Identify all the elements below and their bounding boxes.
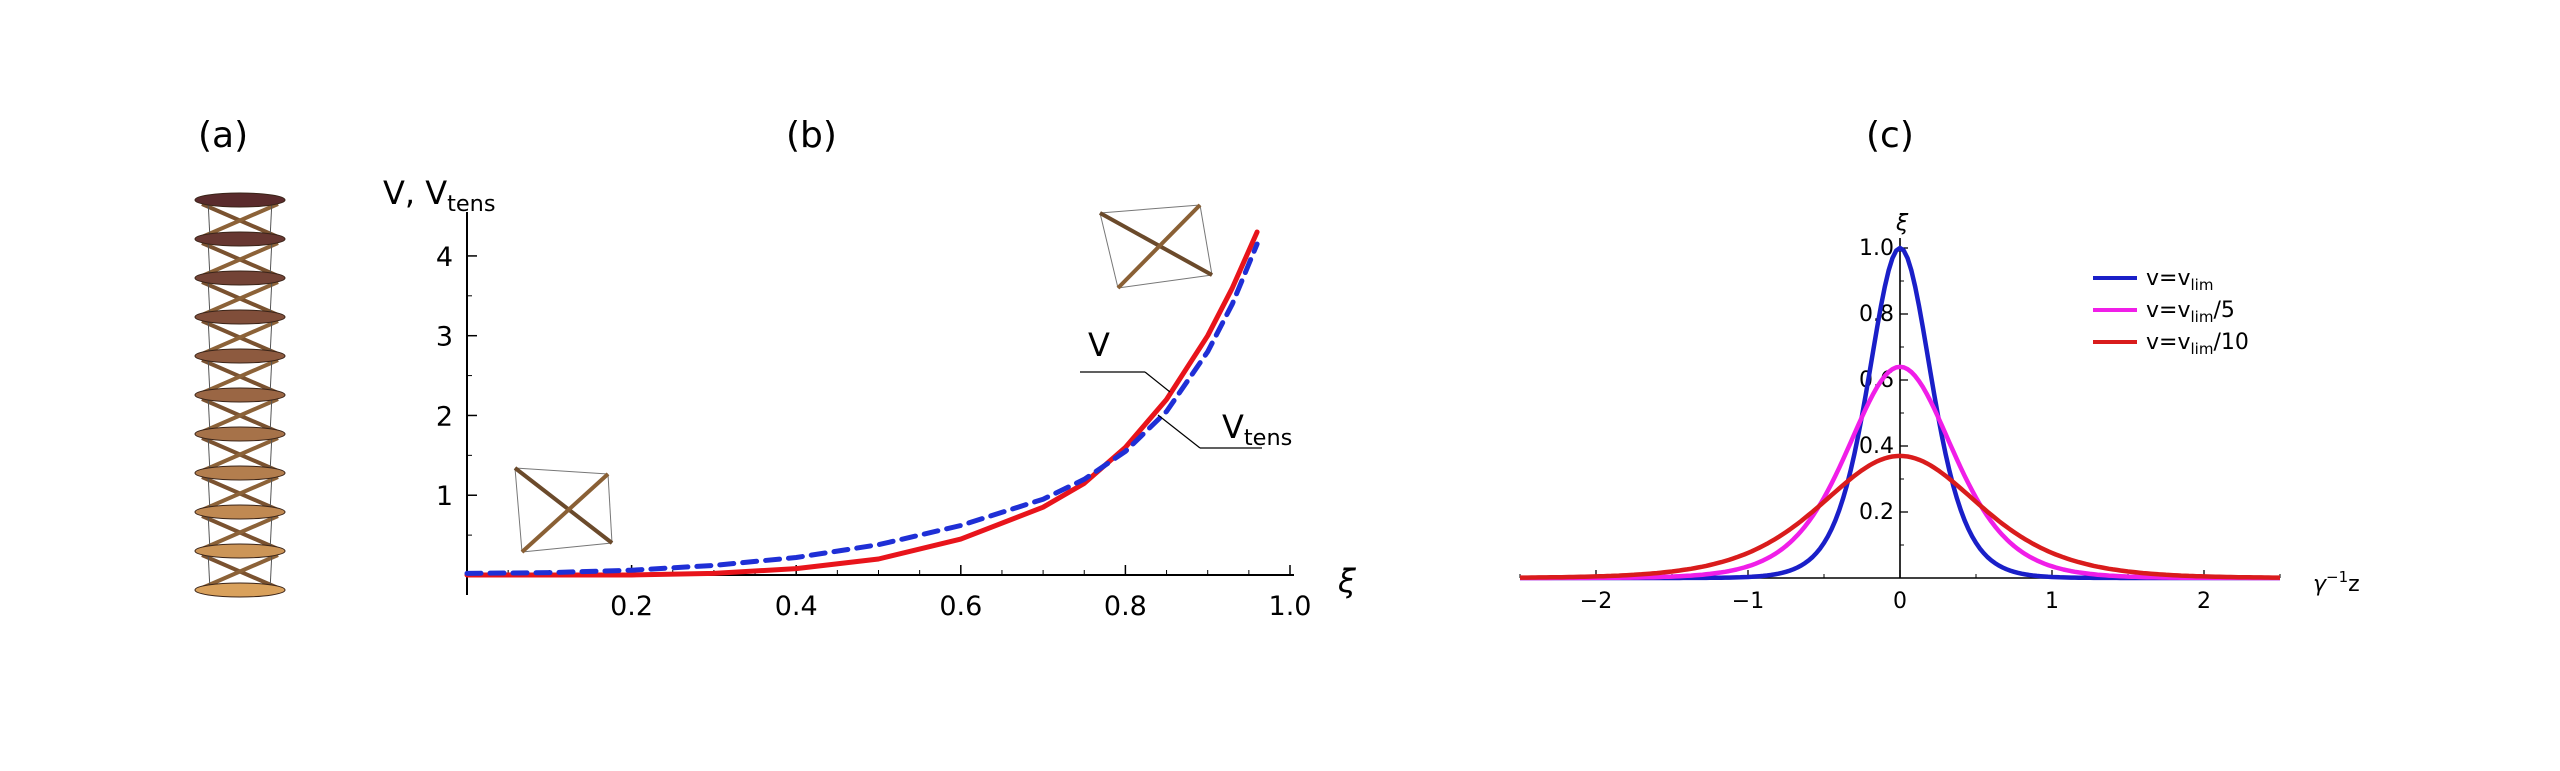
tower-disc [194,504,286,520]
annotation-v-tens: Vtens [1157,408,1292,451]
panel-b-chart: 0.2 0.4 0.6 0.8 1.0 1 2 3 4 V, Vtens ξ V Vtens [383,174,1357,622]
y-tick-label: 2 [436,401,453,432]
series-v-line [464,229,1260,578]
tensegrity-tower-illustration [194,192,286,598]
y-axis-label: ξ [1895,211,1909,236]
y-tick-label: 4 [436,242,453,273]
tower-disc [194,270,286,286]
x-tick-label: 0 [1893,589,1907,614]
tensegrity-cell-illustration-small [513,466,614,554]
tower-disc [194,348,286,364]
tensegrity-cell-illustration-large [1099,203,1213,290]
panel-c-chart: −2 −1 0 1 2 0.20.40.60.81.0 ξ γ−1z v=vlimv=v… [1519,211,2360,614]
legend: v=vlim v=vlim/5 v=vlim/10 [2093,266,2249,358]
x-tick-label: −2 [1580,589,1612,614]
svg-text:V: V [1088,326,1110,364]
tower-disc [194,309,286,325]
series-v-tens-line [464,241,1260,576]
y-tick-label: 1 [436,481,453,512]
x-tick-label: 2 [2197,589,2211,614]
tower-disc [194,582,286,598]
tower-disc [194,192,286,208]
tower-disc [194,231,286,247]
soliton-curve-3 [1520,453,2280,580]
x-tick-label: −1 [1732,589,1764,614]
x-tick-label: 0.6 [939,591,982,622]
x-tick-label: 0.4 [775,591,818,622]
tower-disc [194,426,286,442]
tower-disc [194,465,286,481]
x-axis-label: ξ [1337,562,1357,600]
x-tick-label: 1.0 [1269,591,1312,622]
x-tick-label: 0.8 [1104,591,1147,622]
panel-label-b: (b) [786,115,837,156]
annotation-v: V [1080,326,1171,393]
legend-label: v=vlim/5 [2146,298,2235,326]
tower-disc [194,543,286,559]
x-tick-label: 1 [2045,589,2059,614]
y-tick-label: 0.2 [1859,500,1894,525]
legend-label: v=vlim [2146,266,2213,294]
y-tick-label: 0.4 [1859,434,1894,459]
y-tick-label: 1.0 [1859,236,1894,261]
x-tick-label: 0.2 [610,591,653,622]
x-axis-label: γ−1z [2313,568,2360,597]
panel-label-c: (c) [1866,115,1914,156]
y-tick-label: 3 [436,322,453,353]
legend-label: v=vlim/10 [2146,330,2249,358]
svg-text:Vtens: Vtens [1222,408,1292,451]
panel-label-a: (a) [198,115,248,156]
soliton-curve-2 [1520,364,2280,581]
y-axis-label: V, Vtens [383,174,496,217]
tower-disc [194,387,286,403]
